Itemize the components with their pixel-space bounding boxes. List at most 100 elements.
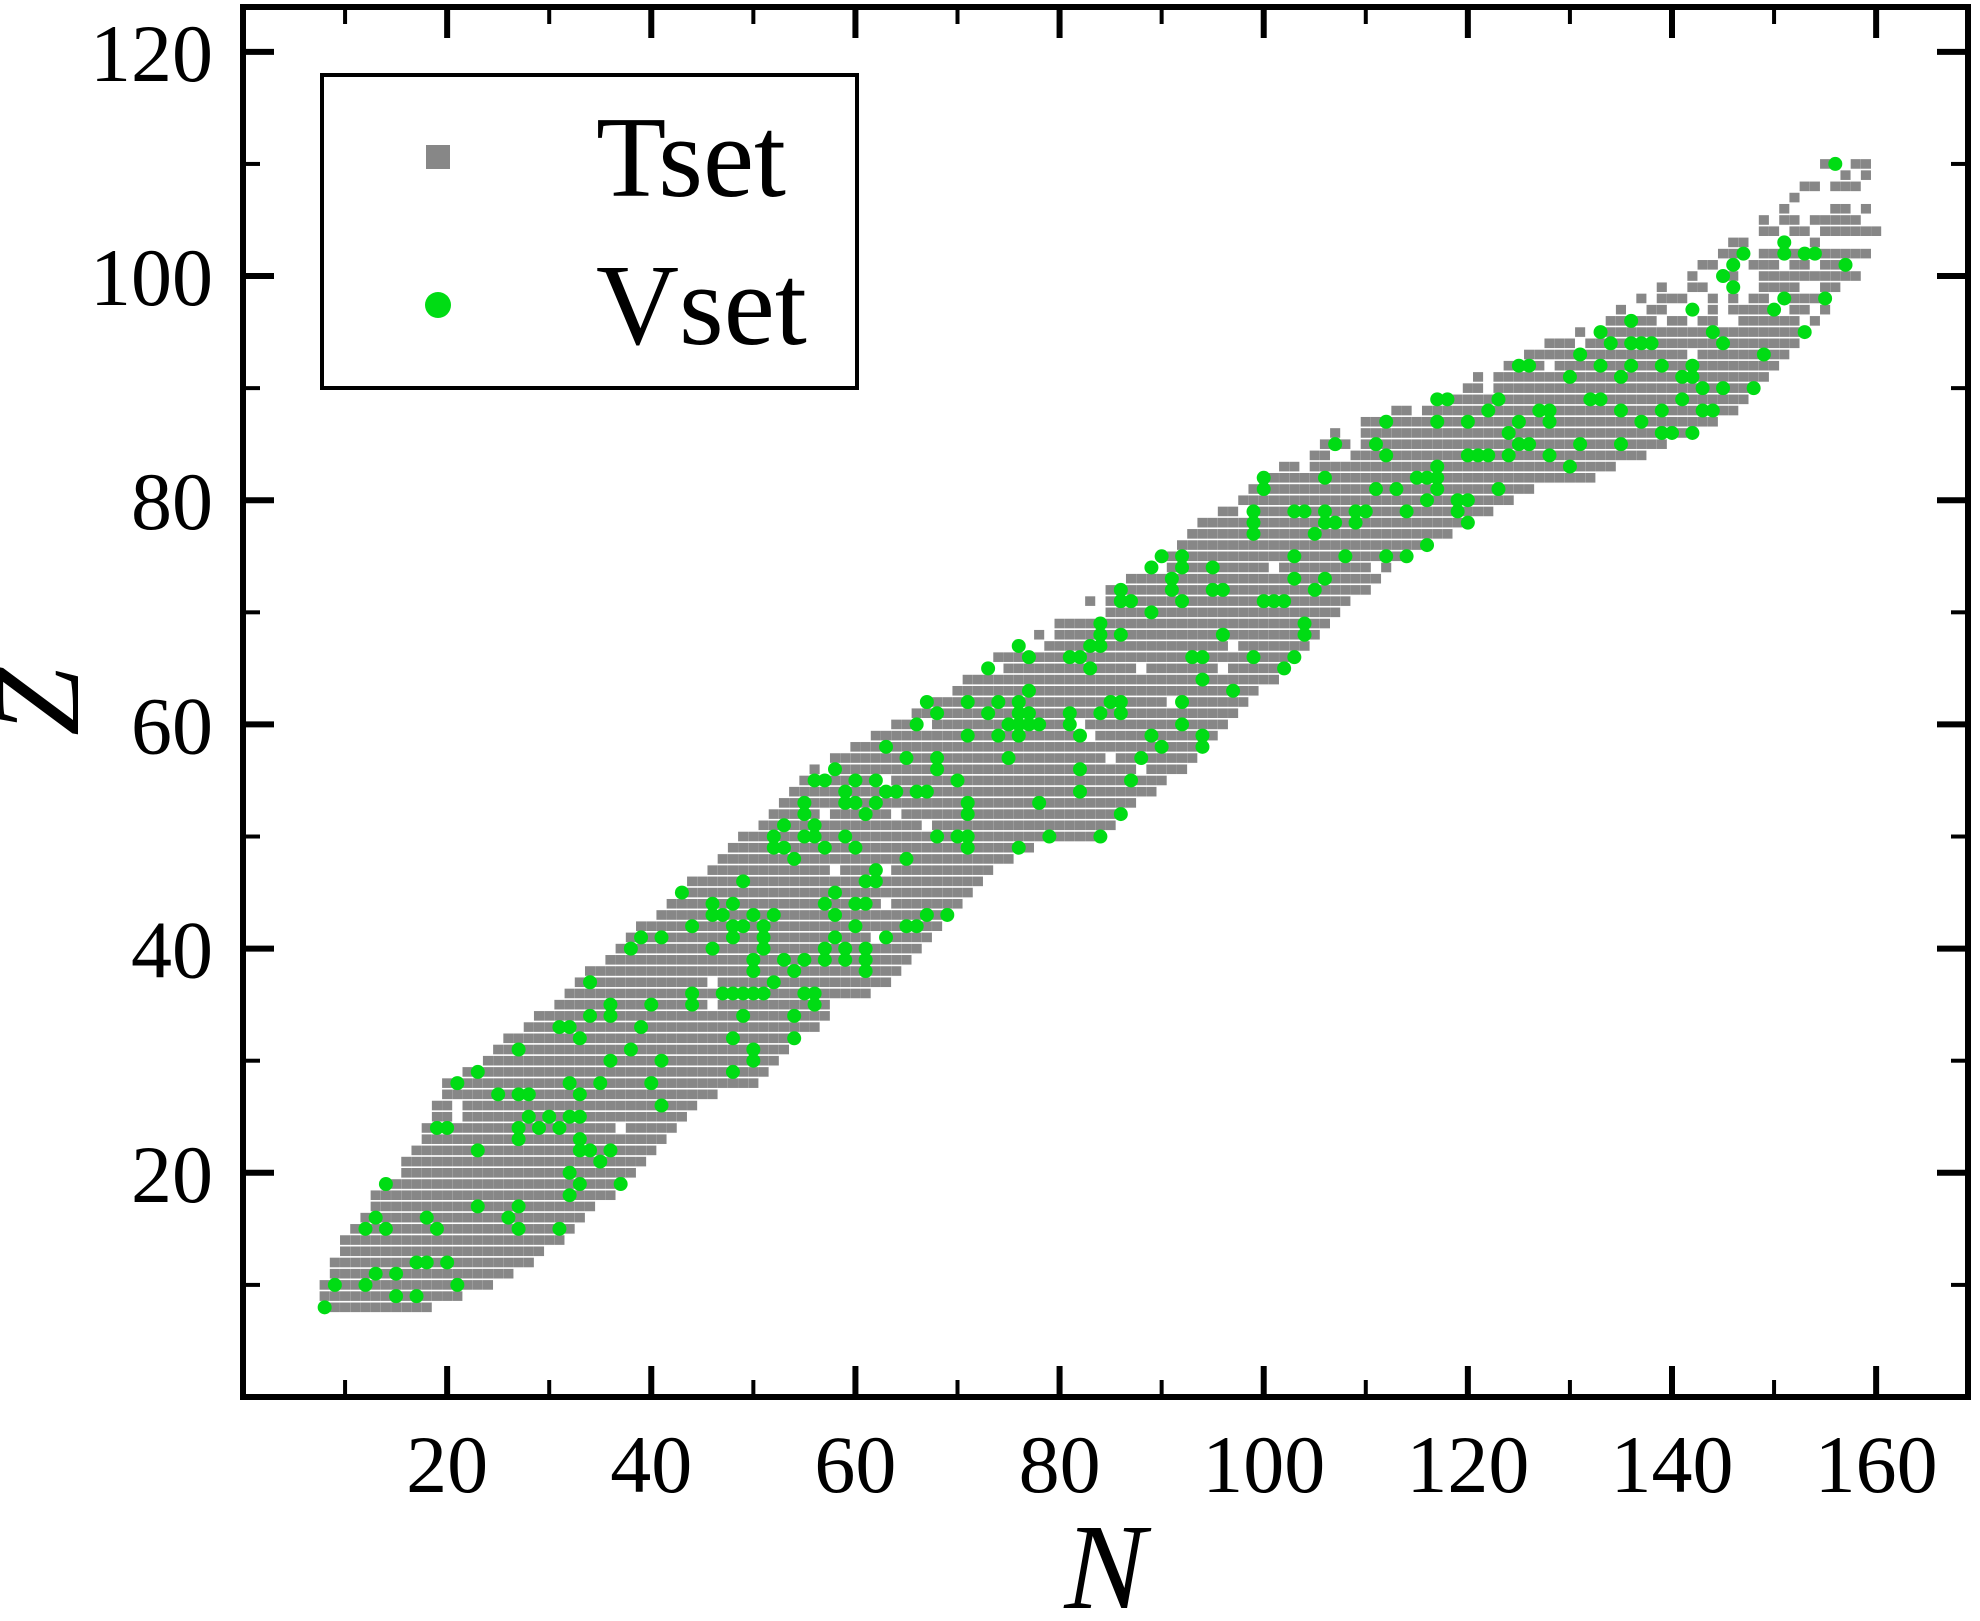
tset-point [666,1078,677,1088]
tset-point [431,1145,442,1156]
tset-point [921,798,932,808]
vset-point [1011,706,1026,721]
tset-point [350,1224,361,1234]
vset-point [868,773,883,788]
vset-point [1246,504,1261,519]
vset-point [797,829,812,844]
tset-point [809,865,820,875]
x-axis-label: N [1063,1500,1152,1621]
tset-point [493,1168,504,1178]
tset-point [350,1246,361,1257]
tset-point [1340,562,1351,573]
tset-point [1207,697,1218,707]
tset-point [401,1302,412,1313]
tset-point [778,921,790,931]
tset-point [533,1111,545,1122]
vset-point [1072,784,1087,799]
tset-point [1228,629,1239,640]
tset-point [687,966,698,976]
tset-point [1085,764,1096,775]
tset-point [1605,316,1616,326]
tset-point [707,1055,718,1066]
tset-point [1319,529,1331,539]
tset-point [1156,719,1167,730]
tset-point [1697,349,1708,360]
tset-point [972,865,983,875]
vset-point [838,952,853,967]
tset-point [870,966,881,976]
tset-point [1156,764,1167,775]
tset-point [911,898,922,909]
vset-point [1083,638,1098,653]
tset-point [615,1022,626,1032]
tset-point [840,910,851,920]
tset-point [1697,327,1708,337]
tset-point [1360,495,1371,506]
tset-point [676,910,687,920]
tset-point [1023,663,1034,674]
tset-point [1023,809,1034,819]
tset-point [1340,529,1351,539]
tset-point [1421,416,1433,427]
tset-point [1728,372,1739,382]
tset-point [738,955,749,965]
vset-point [1460,515,1475,530]
tset-point [870,730,881,741]
vset-point [1491,482,1506,497]
tset-point [1156,573,1167,584]
tset-point [1707,316,1718,326]
tset-point [605,1134,616,1144]
tset-point [891,842,902,853]
tset-point [1503,461,1514,472]
tset-point [1217,607,1228,618]
vset-point [1613,437,1628,452]
tset-point [911,943,922,954]
tset-point [452,1246,463,1257]
vset-point [1818,291,1833,306]
tset-point [1197,517,1208,528]
tset-point [829,753,841,763]
tset-point [697,910,708,920]
tset-point [1258,618,1269,629]
tset-point [1115,719,1126,730]
tset-point [544,1011,555,1021]
tset-point [584,1111,596,1122]
vset-point [1062,650,1077,665]
tset-point [503,1246,514,1257]
tset-point [574,1190,585,1201]
vset-point [1195,672,1210,687]
tset-point [942,820,953,831]
tset-point [482,1134,494,1144]
tset-point [431,1235,442,1245]
vset-point [1338,549,1353,564]
tset-point [401,1280,412,1290]
vset-point [1603,336,1618,351]
tset-point [1217,517,1228,528]
vset-point [1256,470,1271,485]
tset-point [1677,383,1688,393]
vset-point [634,930,649,945]
tset-point [1503,405,1514,416]
vset-point [725,1031,740,1046]
tset-point [768,876,779,887]
tset-point [523,1055,534,1066]
tset-point [666,910,677,920]
tset-point [860,786,871,797]
tset-point [1350,473,1361,483]
tset-point [768,932,779,943]
tset-point [1330,607,1341,618]
tset-point [1840,226,1851,236]
tset-point [554,1078,565,1088]
tset-point [1503,473,1514,483]
vset-point [603,1053,618,1068]
tset-point [564,1179,575,1189]
tset-point [1381,540,1392,550]
tset-point [1166,719,1177,730]
tset-point [482,1212,494,1223]
tset-point [574,1067,585,1077]
tset-point [544,1022,555,1032]
tset-point [1636,316,1647,326]
tset-point [329,1291,340,1301]
tset-point [1503,394,1514,405]
tset-point [1187,730,1198,741]
